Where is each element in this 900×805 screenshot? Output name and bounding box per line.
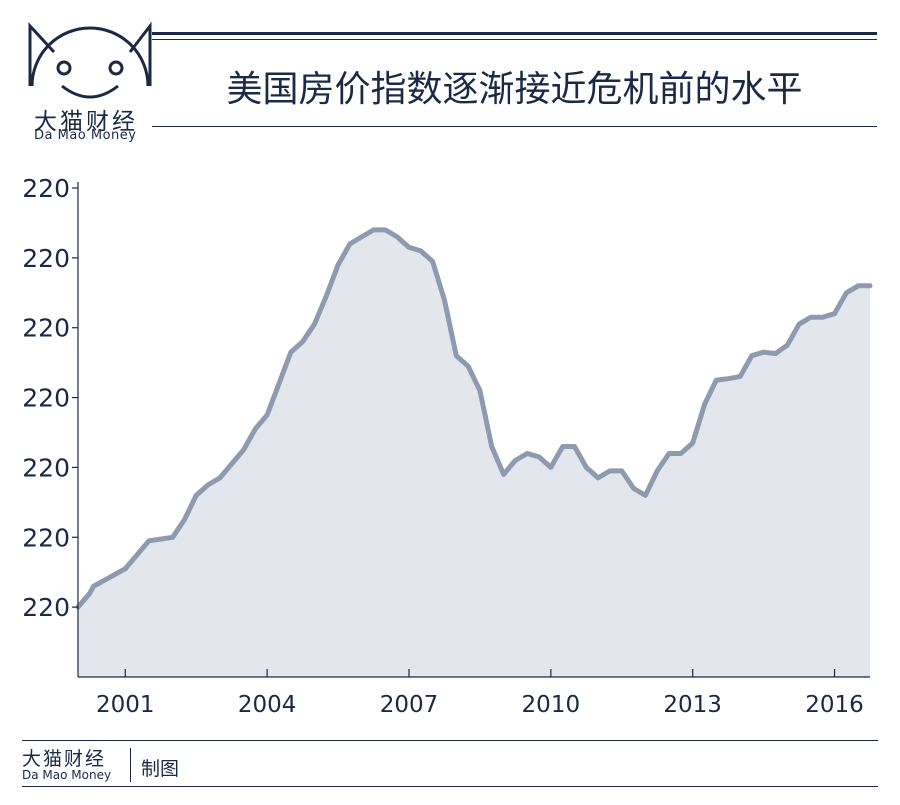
y-tick-label: 220 (22, 593, 70, 622)
page-title: 美国房价指数逐渐接近危机前的水平 (226, 69, 803, 110)
x-tick-label: 2004 (238, 692, 297, 718)
brand-name-en: Da Mao Money (34, 128, 137, 143)
y-tick-label: 220 (22, 384, 70, 413)
footer-brand-en: Da Mao Money (22, 768, 112, 782)
header-rule-bottom (152, 126, 877, 127)
x-tick-label: 2007 (380, 692, 439, 718)
footer-brand: 大猫财经 (22, 748, 107, 770)
series-area (78, 229, 870, 677)
plot-area (75, 227, 873, 677)
footer-credit: 制图 (141, 758, 180, 780)
y-tick-label: 220 (22, 453, 70, 482)
x-tick-label: 2010 (522, 692, 581, 718)
cat-logo-icon (28, 21, 152, 99)
x-axis: 2001 2004 2007 2010 2013 2016 (78, 669, 870, 718)
footer-rule-bottom (22, 786, 878, 787)
header-rule-top-thin (152, 39, 877, 40)
footer-separator (130, 748, 131, 782)
brand-name: 大猫财经 (34, 109, 138, 135)
y-tick-label: 220 (22, 244, 70, 273)
y-tick-label: 220 (22, 523, 70, 552)
y-tick-label: 220 (22, 174, 70, 203)
x-tick-label: 2016 (805, 692, 864, 718)
y-axis: 220 220 220 220 220 220 220 (22, 174, 79, 677)
footer-rule-top (22, 740, 878, 741)
y-tick-label: 220 (22, 314, 70, 343)
x-tick-label: 2001 (96, 692, 155, 718)
series-line (75, 227, 873, 610)
header-rule-top (152, 32, 877, 35)
x-tick-label: 2013 (663, 692, 722, 718)
